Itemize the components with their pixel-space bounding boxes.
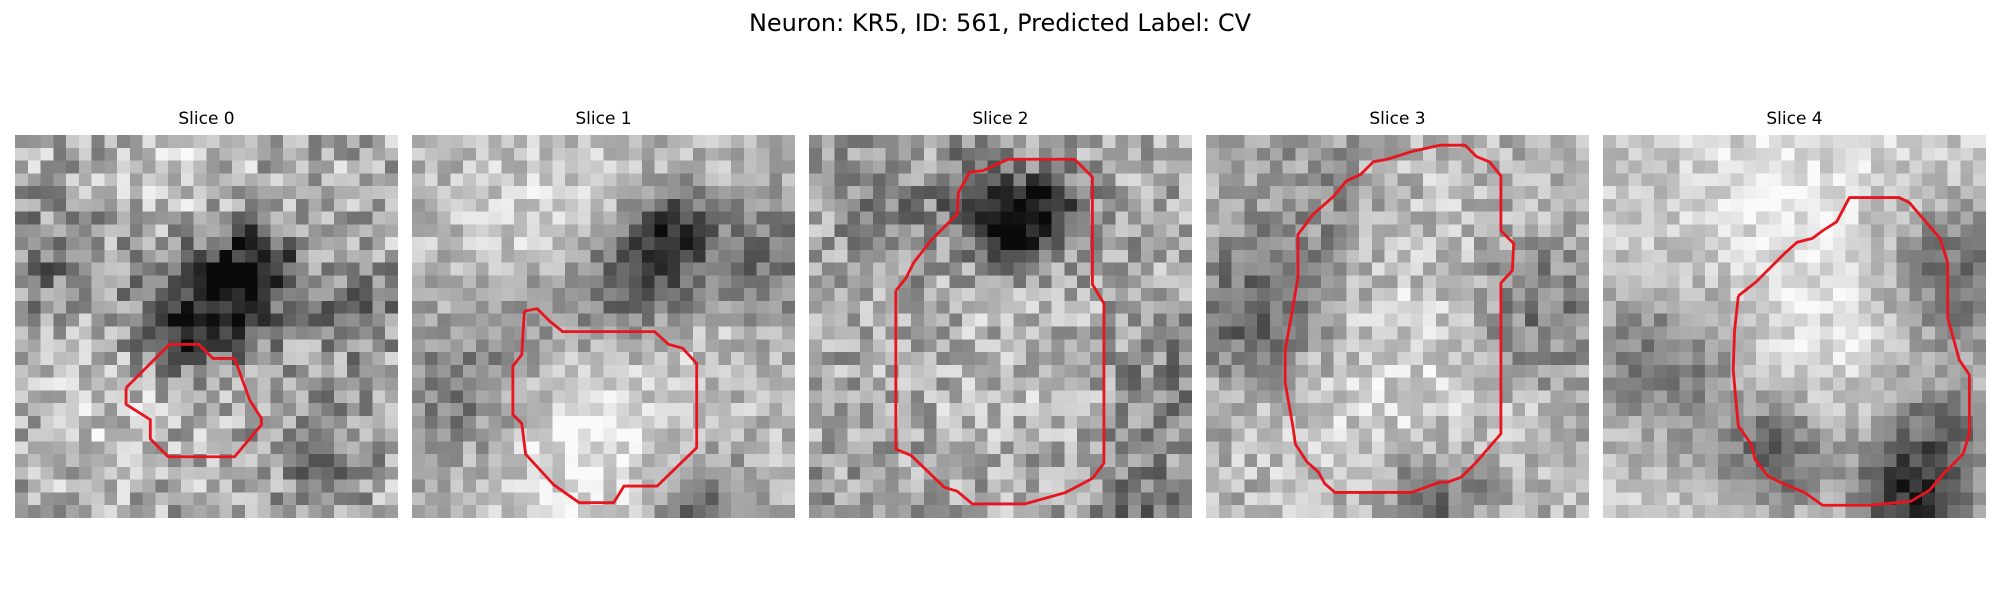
slice-title-4: Slice 4	[1766, 109, 1823, 129]
slice-panel-1: Slice 1	[412, 108, 795, 518]
slice-image-2	[809, 135, 1192, 518]
figure-title: Neuron: KR5, ID: 561, Predicted Label: C…	[748, 9, 1252, 37]
slice-image-0	[15, 135, 398, 518]
slice-title-1: Slice 1	[575, 109, 632, 129]
slice-panel-4: Slice 4	[1603, 108, 1986, 518]
contour-outline-2	[894, 157, 1106, 506]
slice-image-4	[1603, 135, 1986, 518]
slice-title-3: Slice 3	[1369, 109, 1426, 129]
slice-title-2: Slice 2	[972, 109, 1029, 129]
contour-outline-4	[1731, 196, 1971, 507]
slice-panel-2: Slice 2	[809, 108, 1192, 518]
slice-image-1	[412, 135, 795, 518]
slice-image-3	[1206, 135, 1589, 518]
contour-outline-3	[1283, 143, 1516, 494]
contour-outline-1	[511, 307, 699, 505]
slice-panel-0: Slice 0	[15, 108, 398, 518]
slice-title-0: Slice 0	[178, 109, 235, 129]
slice-panel-3: Slice 3	[1206, 108, 1589, 518]
contour-outline-0	[124, 342, 263, 459]
